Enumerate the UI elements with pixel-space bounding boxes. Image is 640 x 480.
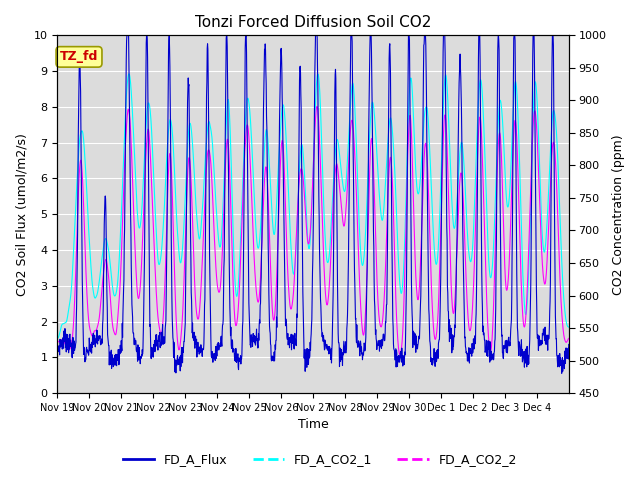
Line: FD_A_Flux: FD_A_Flux	[57, 36, 569, 373]
FD_A_CO2_1	[509, 128, 516, 133]
FD_A_CO2_1	[300, 156, 307, 161]
FD_A_CO2_1	[434, 256, 442, 262]
FD_A_Flux	[559, 369, 566, 374]
FD_A_CO2_2	[565, 336, 573, 341]
FD_A_CO2_1	[290, 271, 298, 277]
X-axis label: Time: Time	[298, 419, 328, 432]
Legend: FD_A_Flux, FD_A_CO2_1, FD_A_CO2_2: FD_A_Flux, FD_A_CO2_1, FD_A_CO2_2	[118, 448, 522, 471]
FD_A_CO2_2	[396, 351, 404, 357]
FD_A_Flux	[134, 358, 141, 364]
FD_A_Flux	[300, 325, 307, 331]
FD_A_Flux	[434, 354, 442, 360]
FD_A_Flux	[558, 371, 566, 376]
FD_A_CO2_1	[559, 272, 566, 278]
FD_A_CO2_1	[134, 213, 141, 218]
FD_A_CO2_2	[53, 340, 61, 346]
FD_A_CO2_2	[300, 176, 307, 181]
FD_A_Flux	[290, 344, 298, 350]
FD_A_Flux	[509, 227, 516, 232]
FD_A_CO2_2	[314, 104, 321, 109]
FD_A_CO2_2	[434, 315, 442, 321]
FD_A_CO2_2	[509, 155, 516, 161]
Line: FD_A_CO2_1: FD_A_CO2_1	[57, 74, 569, 338]
FD_A_Flux	[565, 342, 573, 348]
FD_A_CO2_2	[133, 288, 141, 294]
FD_A_CO2_1	[565, 324, 573, 330]
FD_A_CO2_1	[125, 71, 132, 77]
FD_A_CO2_1	[53, 336, 61, 341]
FD_A_Flux	[123, 33, 131, 38]
Line: FD_A_CO2_2: FD_A_CO2_2	[57, 107, 569, 354]
FD_A_CO2_2	[290, 289, 298, 295]
Y-axis label: CO2 Concentration (ppm): CO2 Concentration (ppm)	[612, 134, 625, 295]
FD_A_CO2_2	[559, 323, 566, 328]
FD_A_Flux	[53, 338, 61, 344]
Text: TZ_fd: TZ_fd	[60, 50, 98, 63]
Title: Tonzi Forced Diffusion Soil CO2: Tonzi Forced Diffusion Soil CO2	[195, 15, 431, 30]
Y-axis label: CO2 Soil Flux (umol/m2/s): CO2 Soil Flux (umol/m2/s)	[15, 133, 28, 296]
